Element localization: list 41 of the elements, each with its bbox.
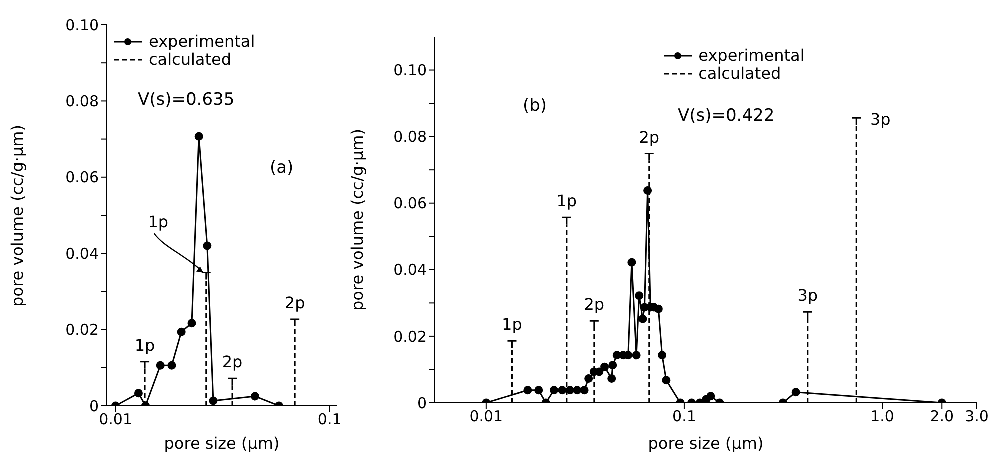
x-axis-title: pore size (μm) [647,434,765,453]
y-tick-label: 0.06 [394,194,427,213]
annotation: 1p [148,212,169,232]
y-tick-label: 0.04 [66,244,99,263]
y-tick-label: 0.02 [66,321,99,340]
annotation: 3p [798,286,818,306]
annotation: 1p [502,315,522,334]
legend-label: calculated [698,64,782,83]
annotation: 2p [222,352,243,372]
y-tick-label: 0.04 [394,261,427,280]
annotation: (b) [523,96,548,116]
annotation: V(s)=0.635 [138,90,235,110]
annotation: V(s)=0.422 [678,106,775,126]
legend-label: calculated [149,50,232,69]
x-tick-label: 2.0 [930,408,954,426]
y-tick-label: 0.08 [66,92,99,111]
legend-label: experimental [149,32,256,51]
x-tick-label: 1.0 [870,408,894,426]
annotation: 2p [639,128,660,147]
annotation: 1p [556,192,578,211]
annotation: 3p [870,110,891,130]
x-tick-label: 0.1 [318,410,342,429]
annotation: 2p [584,295,605,314]
y-tick-label: 0.08 [394,128,427,146]
y-tick-label: 0.10 [66,16,99,34]
y-tick-label: 0.10 [394,62,427,80]
y-axis-title: pore volume (cc/g·μm) [8,124,28,306]
annotation: (a) [270,158,294,178]
y-tick-label: 0 [89,397,99,416]
x-tick-label: 3.0 [965,408,989,426]
annotation: 1p [134,336,156,355]
x-axis-title: pore size (μm) [163,434,281,453]
y-axis-title: pore volume (cc/g·μm) [348,129,368,311]
annotation: 2p [284,294,306,313]
y-tick-label: 0 [417,394,427,412]
x-tick-label: 0.1 [672,408,696,426]
y-tick-label: 0.02 [394,328,427,346]
legend-label: experimental [698,46,805,65]
x-tick-label: 0.01 [99,410,132,429]
x-tick-label: 0.01 [470,408,504,426]
y-tick-label: 0.06 [66,168,99,187]
